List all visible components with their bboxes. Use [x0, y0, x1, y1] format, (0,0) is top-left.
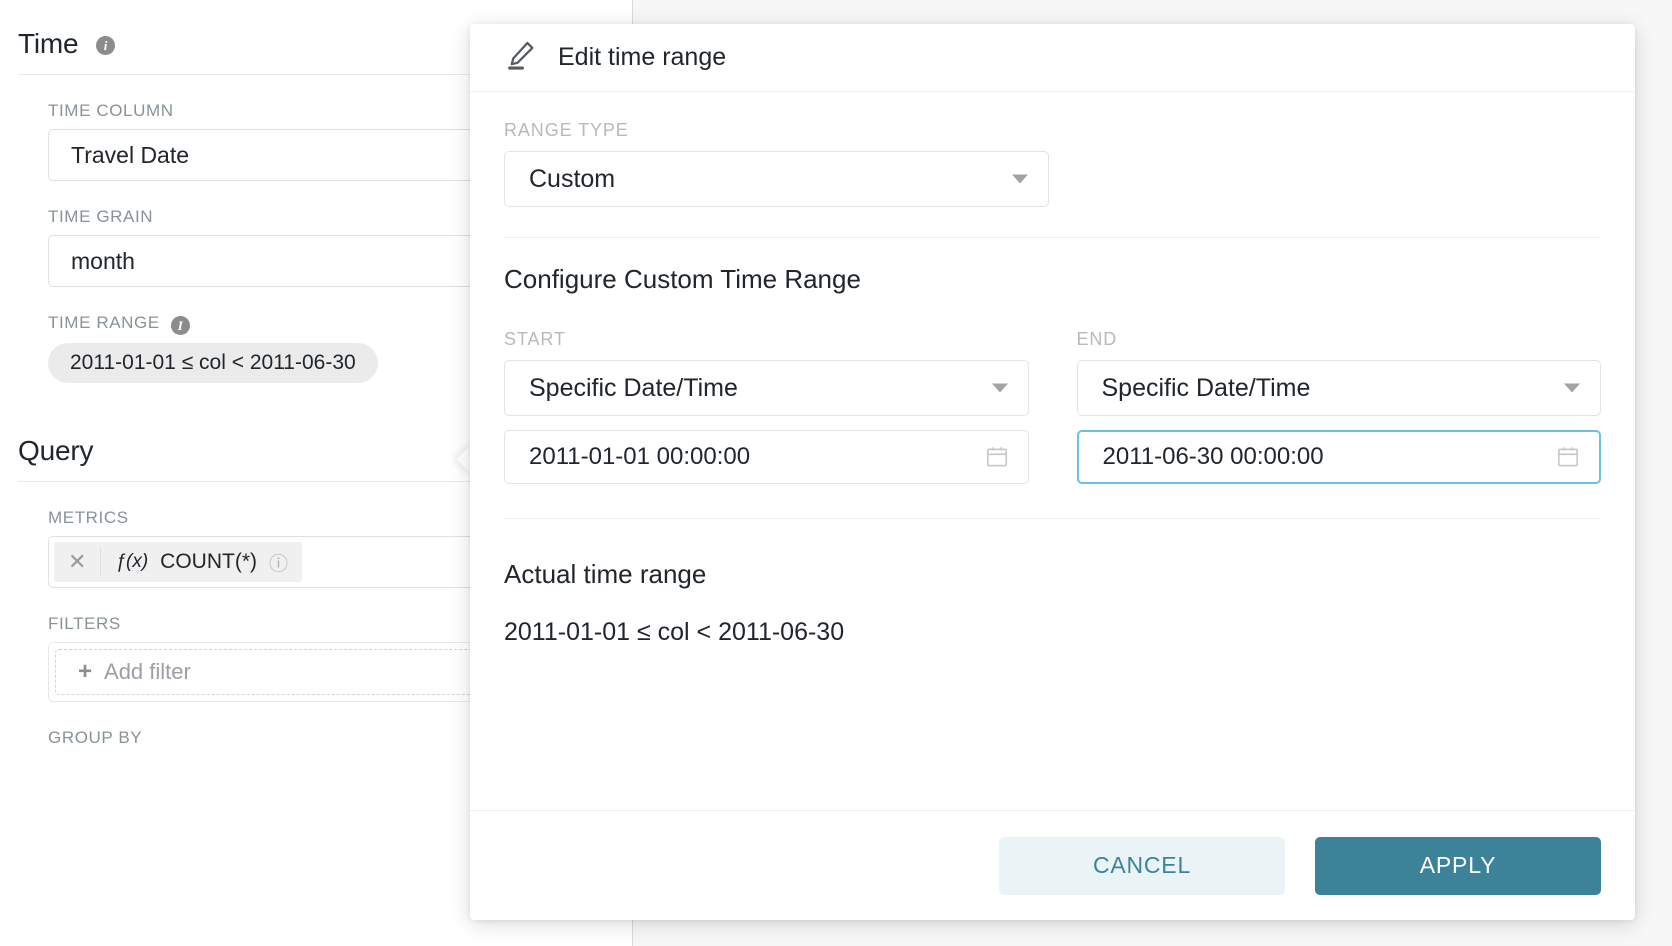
close-icon[interactable]: ✕	[68, 549, 87, 574]
divider	[504, 518, 1601, 519]
modal-body: RANGE TYPE Custom Configure Custom Time …	[470, 92, 1635, 810]
apply-button[interactable]: APPLY	[1315, 836, 1601, 895]
time-grain-label: TIME GRAIN	[48, 207, 154, 226]
end-mode-select[interactable]: Specific Date/Time	[1076, 360, 1601, 416]
chevron-down-icon	[1564, 383, 1580, 393]
function-icon: ƒ(x)	[115, 551, 149, 572]
start-end-grid: START Specific Date/Time 2011-01-01 00:0…	[504, 329, 1601, 484]
add-filter-label: Add filter	[104, 659, 191, 684]
cancel-button[interactable]: CANCEL	[999, 836, 1285, 895]
divider	[504, 237, 1601, 238]
time-range-label-text: TIME RANGE	[48, 313, 160, 332]
pencil-icon	[504, 38, 538, 77]
time-range-field: TIME RANGE i 2011-01-01 ≤ col < 2011-06-…	[0, 313, 632, 383]
calendar-icon[interactable]	[984, 444, 1010, 470]
modal-title: Edit time range	[558, 43, 727, 71]
range-type-value: Custom	[529, 164, 616, 193]
time-range-value: 2011-01-01 ≤ col < 2011-06-30	[70, 351, 356, 374]
metric-name: COUNT(*)	[160, 550, 257, 573]
start-mode-select[interactable]: Specific Date/Time	[504, 360, 1029, 416]
filters-label: FILTERS	[48, 614, 121, 633]
modal-footer: CANCEL APPLY	[470, 810, 1635, 920]
time-section-title-text: Time	[18, 28, 79, 59]
time-range-pill[interactable]: 2011-01-01 ≤ col < 2011-06-30	[48, 343, 378, 383]
info-icon[interactable]: i	[95, 36, 115, 55]
start-mode-value: Specific Date/Time	[529, 373, 738, 402]
end-datetime-value: 2011-06-30 00:00:00	[1102, 443, 1324, 470]
divider	[18, 74, 632, 75]
range-type-label: RANGE TYPE	[504, 120, 629, 140]
query-section-title: Query	[0, 383, 632, 481]
end-label: END	[1076, 329, 1118, 349]
info-icon[interactable]: i	[171, 316, 191, 335]
start-column: START Specific Date/Time 2011-01-01 00:0…	[504, 329, 1029, 484]
plus-icon: +	[78, 658, 93, 685]
actual-time-range-title: Actual time range	[504, 559, 707, 589]
start-datetime-value: 2011-01-01 00:00:00	[529, 443, 751, 470]
modal-header: Edit time range	[470, 24, 1635, 92]
divider	[18, 481, 632, 482]
metric-chip[interactable]: ✕ ƒ(x) COUNT(*) ⓘ	[54, 542, 303, 582]
time-range-label: TIME RANGE i	[48, 313, 632, 335]
group-by-field: GROUP BY	[0, 728, 632, 748]
end-mode-value: Specific Date/Time	[1101, 373, 1311, 402]
range-type-select[interactable]: Custom	[504, 151, 1049, 207]
query-section-title-text: Query	[18, 435, 94, 466]
end-datetime-input[interactable]: 2011-06-30 00:00:00	[1076, 430, 1601, 484]
time-column-label: TIME COLUMN	[48, 101, 174, 120]
time-section-title: Time i	[0, 0, 632, 74]
start-datetime-input[interactable]: 2011-01-01 00:00:00	[504, 430, 1029, 484]
divider	[100, 548, 102, 576]
configure-title: Configure Custom Time Range	[504, 264, 861, 294]
edit-time-range-modal: Edit time range RANGE TYPE Custom Config…	[470, 24, 1635, 920]
actual-time-range-value: 2011-01-01 ≤ col < 2011-06-30	[504, 618, 845, 646]
metrics-label: METRICS	[48, 508, 129, 527]
time-grain-value: month	[71, 247, 135, 274]
help-icon[interactable]: ⓘ	[269, 553, 289, 575]
chevron-down-icon	[1012, 174, 1028, 184]
chevron-down-icon	[991, 383, 1008, 393]
start-label: START	[504, 329, 566, 349]
add-filter-button[interactable]: + Add filter	[55, 649, 681, 695]
group-by-label: GROUP BY	[48, 728, 143, 747]
end-column: END Specific Date/Time 2011-06-30 00:00:…	[1076, 329, 1601, 484]
calendar-icon[interactable]	[1555, 444, 1581, 470]
time-column-value: Travel Date	[71, 141, 190, 168]
